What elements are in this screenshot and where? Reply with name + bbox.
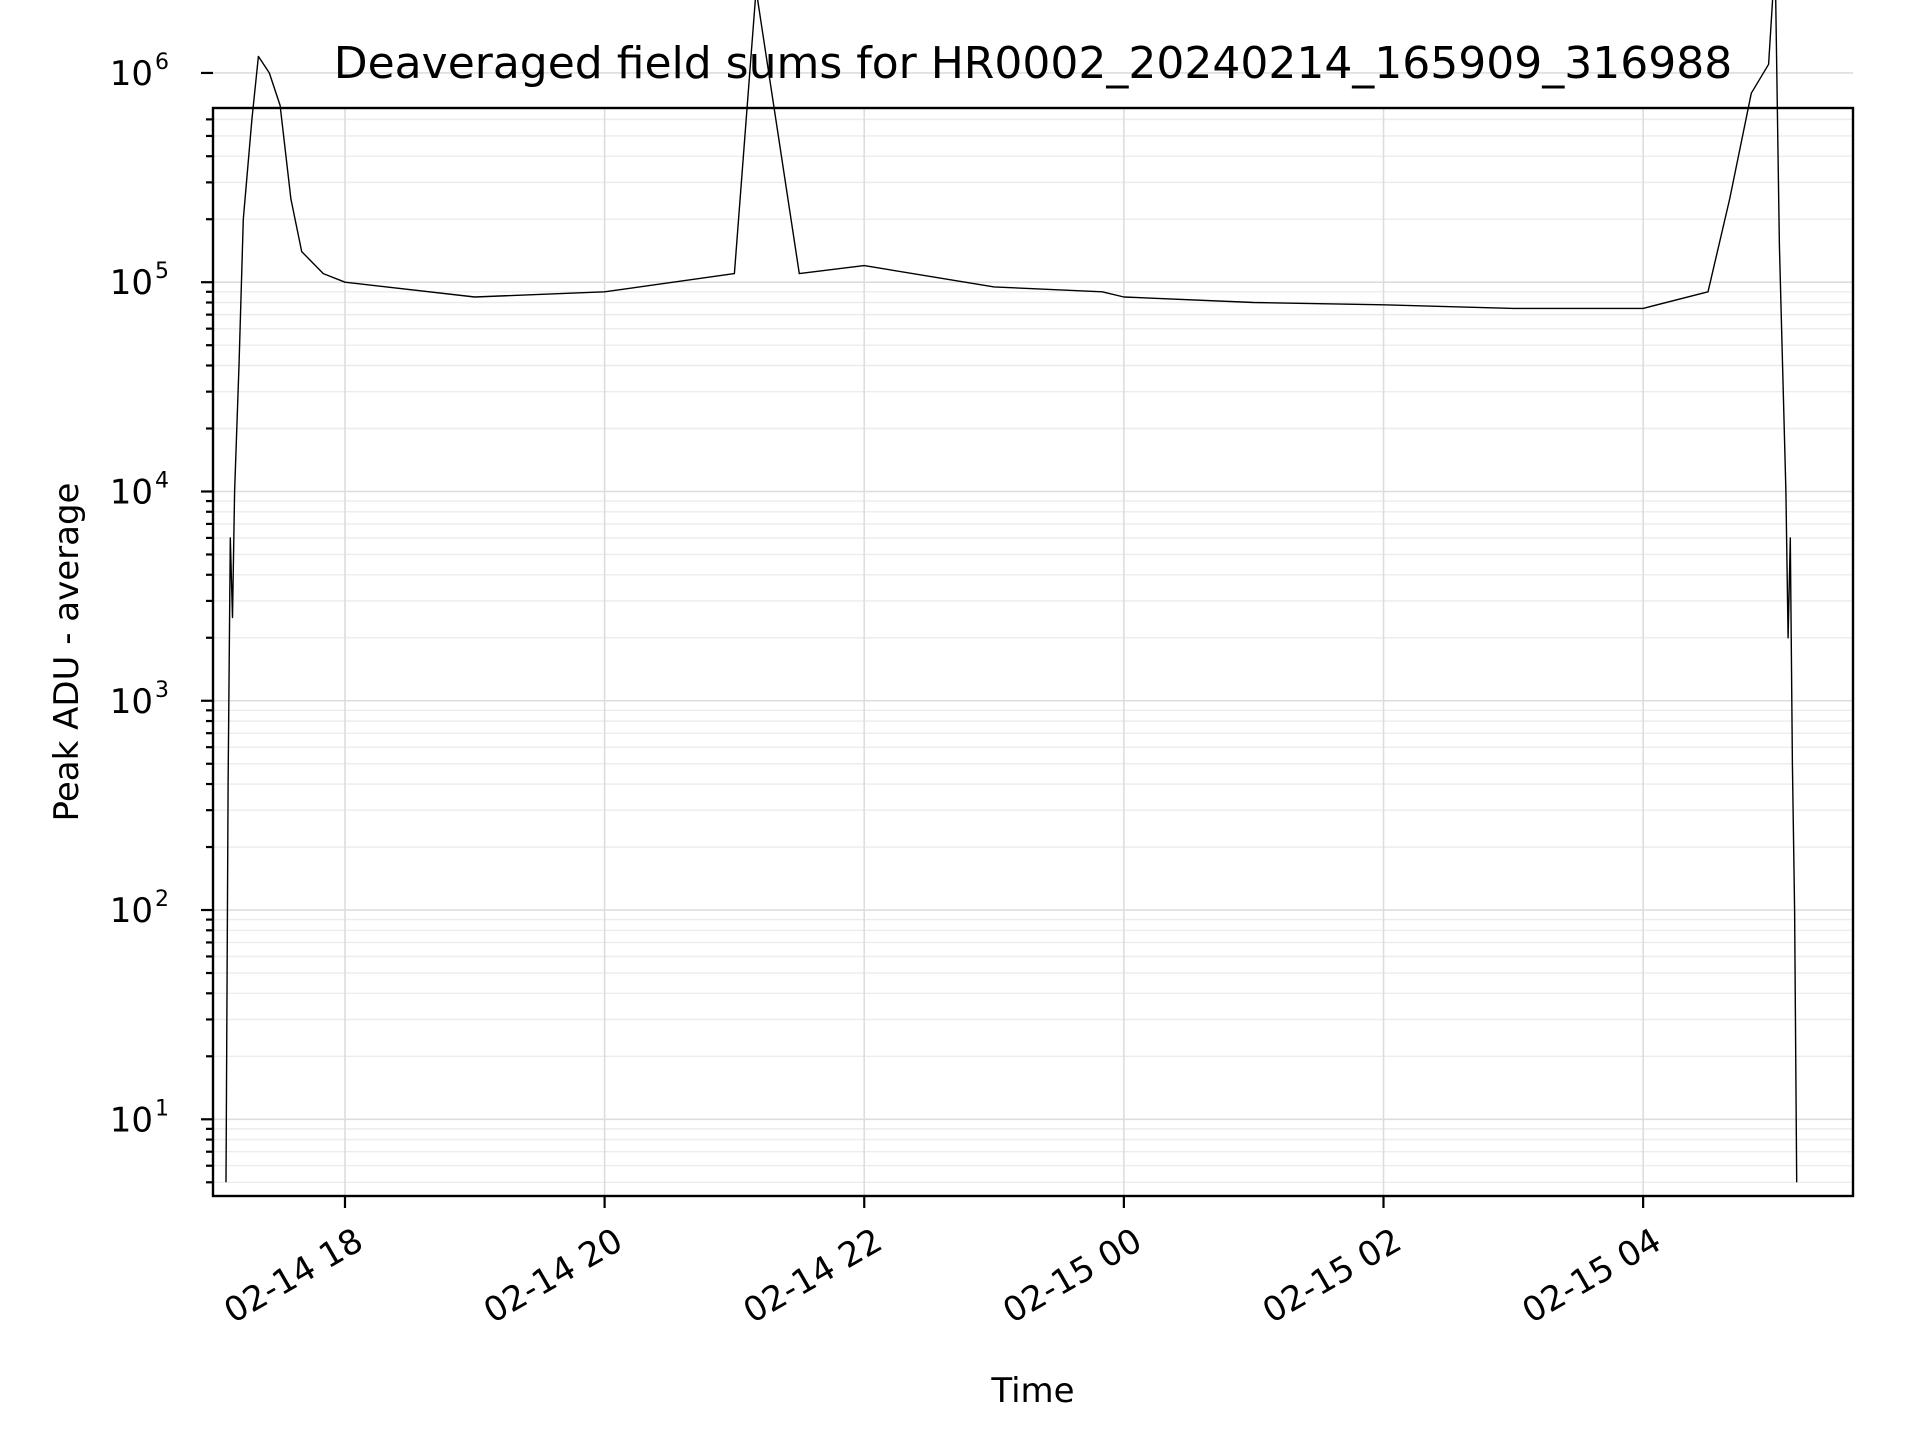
y-tick-exponent: 4 xyxy=(155,468,169,493)
x-tick-label: 02-14 22 xyxy=(737,1221,889,1332)
x-tick-label: 02-15 04 xyxy=(1516,1221,1668,1332)
y-tick-base: 10 xyxy=(110,891,153,931)
x-tick-label: 02-15 00 xyxy=(996,1221,1148,1332)
series-layer xyxy=(225,0,1798,1183)
y-tick-label: 10 1 xyxy=(110,1096,169,1140)
y-tick-exponent: 2 xyxy=(155,887,169,912)
y-tick-label: 10 3 xyxy=(110,678,169,722)
y-tick-base: 10 xyxy=(110,1100,153,1140)
y-tick-exponent: 5 xyxy=(155,259,169,284)
y-tick-base: 10 xyxy=(110,263,153,303)
y-tick-exponent: 1 xyxy=(155,1096,169,1121)
y-tick-label: 10 2 xyxy=(110,887,169,931)
x-tick-label: 02-14 20 xyxy=(477,1221,629,1332)
y-tick-label: 10 6 xyxy=(110,50,169,94)
plot-frame xyxy=(211,106,1855,1198)
y-tick-exponent: 3 xyxy=(155,678,169,703)
y-tick-base: 10 xyxy=(110,54,153,94)
y-tick-base: 10 xyxy=(110,472,153,512)
series-0-line xyxy=(225,0,1798,1183)
y-tick-exponent: 6 xyxy=(155,50,169,75)
x-tick-label: 02-14 18 xyxy=(217,1221,369,1332)
y-tick-base: 10 xyxy=(110,682,153,722)
y-tick-label: 10 5 xyxy=(110,259,169,303)
chart-title: Deaveraged field sums for HR0002_2024021… xyxy=(334,38,1733,89)
x-tick-label: 02-15 02 xyxy=(1256,1221,1408,1332)
grid xyxy=(213,72,1853,1196)
y-tick-label: 10 4 xyxy=(110,468,169,512)
y-axis-label: Peak ADU - average xyxy=(47,483,87,822)
x-axis-label: Time xyxy=(990,1371,1074,1411)
